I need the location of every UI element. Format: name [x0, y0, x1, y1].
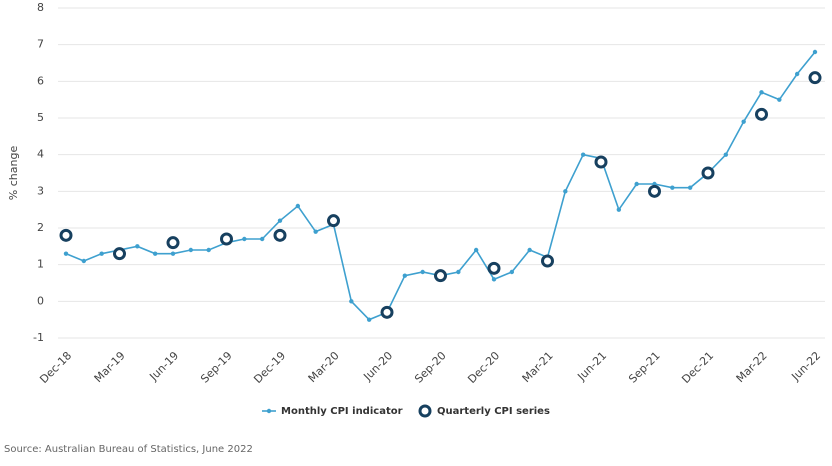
- x-tick-label: Sep-20: [412, 349, 449, 386]
- point: [723, 152, 729, 157]
- legend-marker: [266, 408, 272, 414]
- point: [741, 119, 746, 124]
- point: [473, 247, 479, 253]
- y-tick-label: 8: [37, 1, 44, 14]
- y-tick-label: 5: [37, 111, 44, 124]
- legend-marker: [418, 404, 432, 418]
- point: [295, 203, 301, 209]
- x-tick-label: Mar-22: [734, 349, 770, 385]
- point: [777, 97, 782, 102]
- point: [327, 214, 340, 228]
- point: [527, 247, 532, 253]
- point: [755, 107, 768, 121]
- y-tick-label: 7: [37, 38, 44, 51]
- point: [670, 185, 675, 190]
- legend-label: Monthly CPI indicator: [281, 406, 403, 417]
- point: [152, 251, 158, 256]
- x-tick-label: Dec-18: [37, 349, 74, 386]
- point: [63, 251, 69, 256]
- x-tick-label: Mar-21: [520, 349, 556, 385]
- y-tick-label: 6: [37, 74, 44, 87]
- y-tick-label: 1: [37, 258, 44, 271]
- point: [759, 90, 764, 95]
- point: [563, 189, 568, 194]
- point: [634, 181, 639, 187]
- point: [541, 254, 554, 268]
- y-tick-label: 2: [37, 221, 44, 234]
- legend-label: Quarterly CPI series: [437, 406, 550, 417]
- point: [434, 269, 447, 283]
- point: [99, 251, 104, 256]
- x-tick-label: Jun-22: [788, 349, 823, 384]
- point: [206, 247, 211, 253]
- point: [273, 228, 287, 242]
- y-tick-label: 0: [37, 294, 44, 307]
- y-tick-label: 4: [37, 148, 44, 161]
- point: [188, 247, 194, 253]
- point: [456, 269, 461, 275]
- point: [135, 244, 140, 249]
- point: [380, 305, 394, 319]
- point: [594, 155, 608, 169]
- x-tick-label: Jun-19: [146, 349, 181, 384]
- point: [491, 277, 497, 282]
- point: [277, 218, 283, 223]
- point: [487, 261, 501, 275]
- x-tick-label: Sep-21: [626, 349, 663, 386]
- point: [580, 152, 586, 157]
- point: [366, 317, 372, 322]
- y-axis-label: % change: [7, 146, 20, 201]
- x-tick-label: Mar-19: [92, 349, 128, 385]
- x-tick-label: Dec-20: [465, 349, 502, 386]
- point: [113, 247, 126, 261]
- x-tick-label: Jun-21: [574, 349, 609, 384]
- x-tick-label: Jun-20: [360, 349, 395, 384]
- point: [313, 229, 318, 234]
- x-tick-label: Dec-21: [679, 349, 716, 386]
- x-tick-label: Dec-19: [251, 349, 288, 386]
- point: [81, 258, 87, 264]
- point: [420, 269, 425, 275]
- x-tick-label: Mar-20: [306, 349, 342, 385]
- point: [701, 166, 715, 180]
- point: [242, 236, 247, 242]
- point: [259, 236, 265, 242]
- point: [812, 49, 818, 55]
- y-tick-label: -1: [33, 331, 44, 344]
- point: [808, 71, 822, 85]
- point: [687, 185, 693, 190]
- point: [648, 184, 661, 198]
- point: [220, 232, 233, 246]
- x-tick-label: Sep-19: [198, 349, 235, 386]
- y-tick-label: 3: [37, 184, 44, 197]
- point: [616, 207, 622, 212]
- source: Source: Australian Bureau of Statistics,…: [4, 444, 253, 455]
- point: [170, 251, 176, 256]
- point: [166, 236, 180, 250]
- point: [349, 299, 354, 304]
- point: [794, 71, 800, 77]
- point: [402, 273, 408, 278]
- point: [509, 269, 515, 275]
- point: [59, 228, 73, 242]
